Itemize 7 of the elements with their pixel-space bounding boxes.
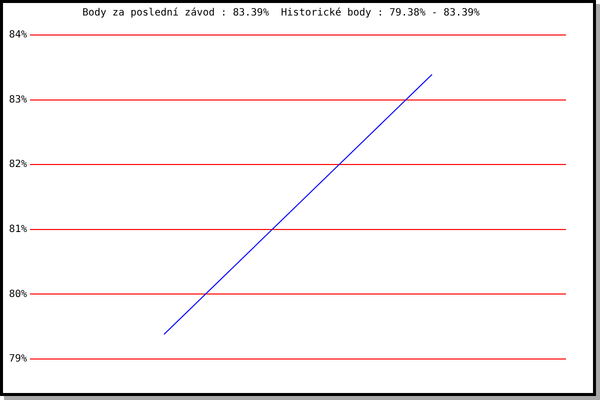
y-tick-label: 83% [8, 94, 27, 106]
y-tick-label: 84% [8, 30, 27, 41]
y-tick-label: 81% [8, 224, 27, 235]
y-tick-label: 82% [8, 159, 27, 170]
chart-title: Body za poslední závod : 83.39% Historické body : 79.38% - 83.39% [82, 8, 480, 19]
y-tick-label: 79% [8, 354, 27, 365]
y-tick-label: 80% [8, 288, 27, 300]
